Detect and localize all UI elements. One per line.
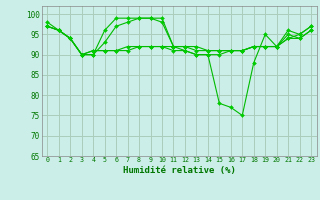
X-axis label: Humidité relative (%): Humidité relative (%) — [123, 166, 236, 175]
